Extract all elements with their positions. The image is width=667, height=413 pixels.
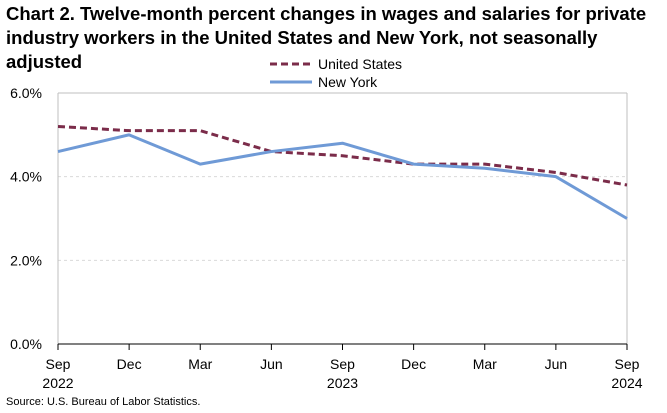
x-tick-label: Sep (615, 356, 640, 372)
legend-label-united-states: United States (318, 56, 402, 72)
x-tick-label: Dec (401, 356, 426, 372)
source-note: Source: U.S. Bureau of Labor Statistics. (6, 396, 201, 408)
y-tick-label: 0.0% (10, 336, 42, 352)
x-tick-label: Sep (46, 356, 71, 372)
x-tick-label: Dec (117, 356, 142, 372)
y-tick-label: 4.0% (10, 169, 42, 185)
legend-label-new-york: New York (318, 74, 378, 90)
chart-title: Chart 2. Twelve-month percent changes in… (6, 3, 647, 72)
x-tick-label: Sep (330, 356, 355, 372)
x-tick-label: Mar (473, 356, 497, 372)
y-tick-label: 2.0% (10, 252, 42, 268)
x-year-label: 2024 (611, 375, 642, 391)
y-tick-label: 6.0% (10, 85, 42, 101)
tick-labels: 0.0% 2.0% 4.0% 6.0% Sep 2022 Dec Mar Jun Sep 2023 D… (10, 85, 643, 391)
legend: United States New York (270, 56, 402, 90)
series-line-new-york (57, 133, 628, 220)
x-tick-label: Mar (188, 356, 212, 372)
x-tick-label: Jun (545, 356, 568, 372)
x-year-label: 2022 (42, 375, 73, 391)
x-year-label: 2023 (327, 375, 358, 391)
series-lines (57, 124, 628, 220)
gridlines (58, 176, 627, 261)
x-tick-label: Jun (260, 356, 283, 372)
series-line-united-states (57, 124, 628, 187)
axes (57, 92, 628, 350)
